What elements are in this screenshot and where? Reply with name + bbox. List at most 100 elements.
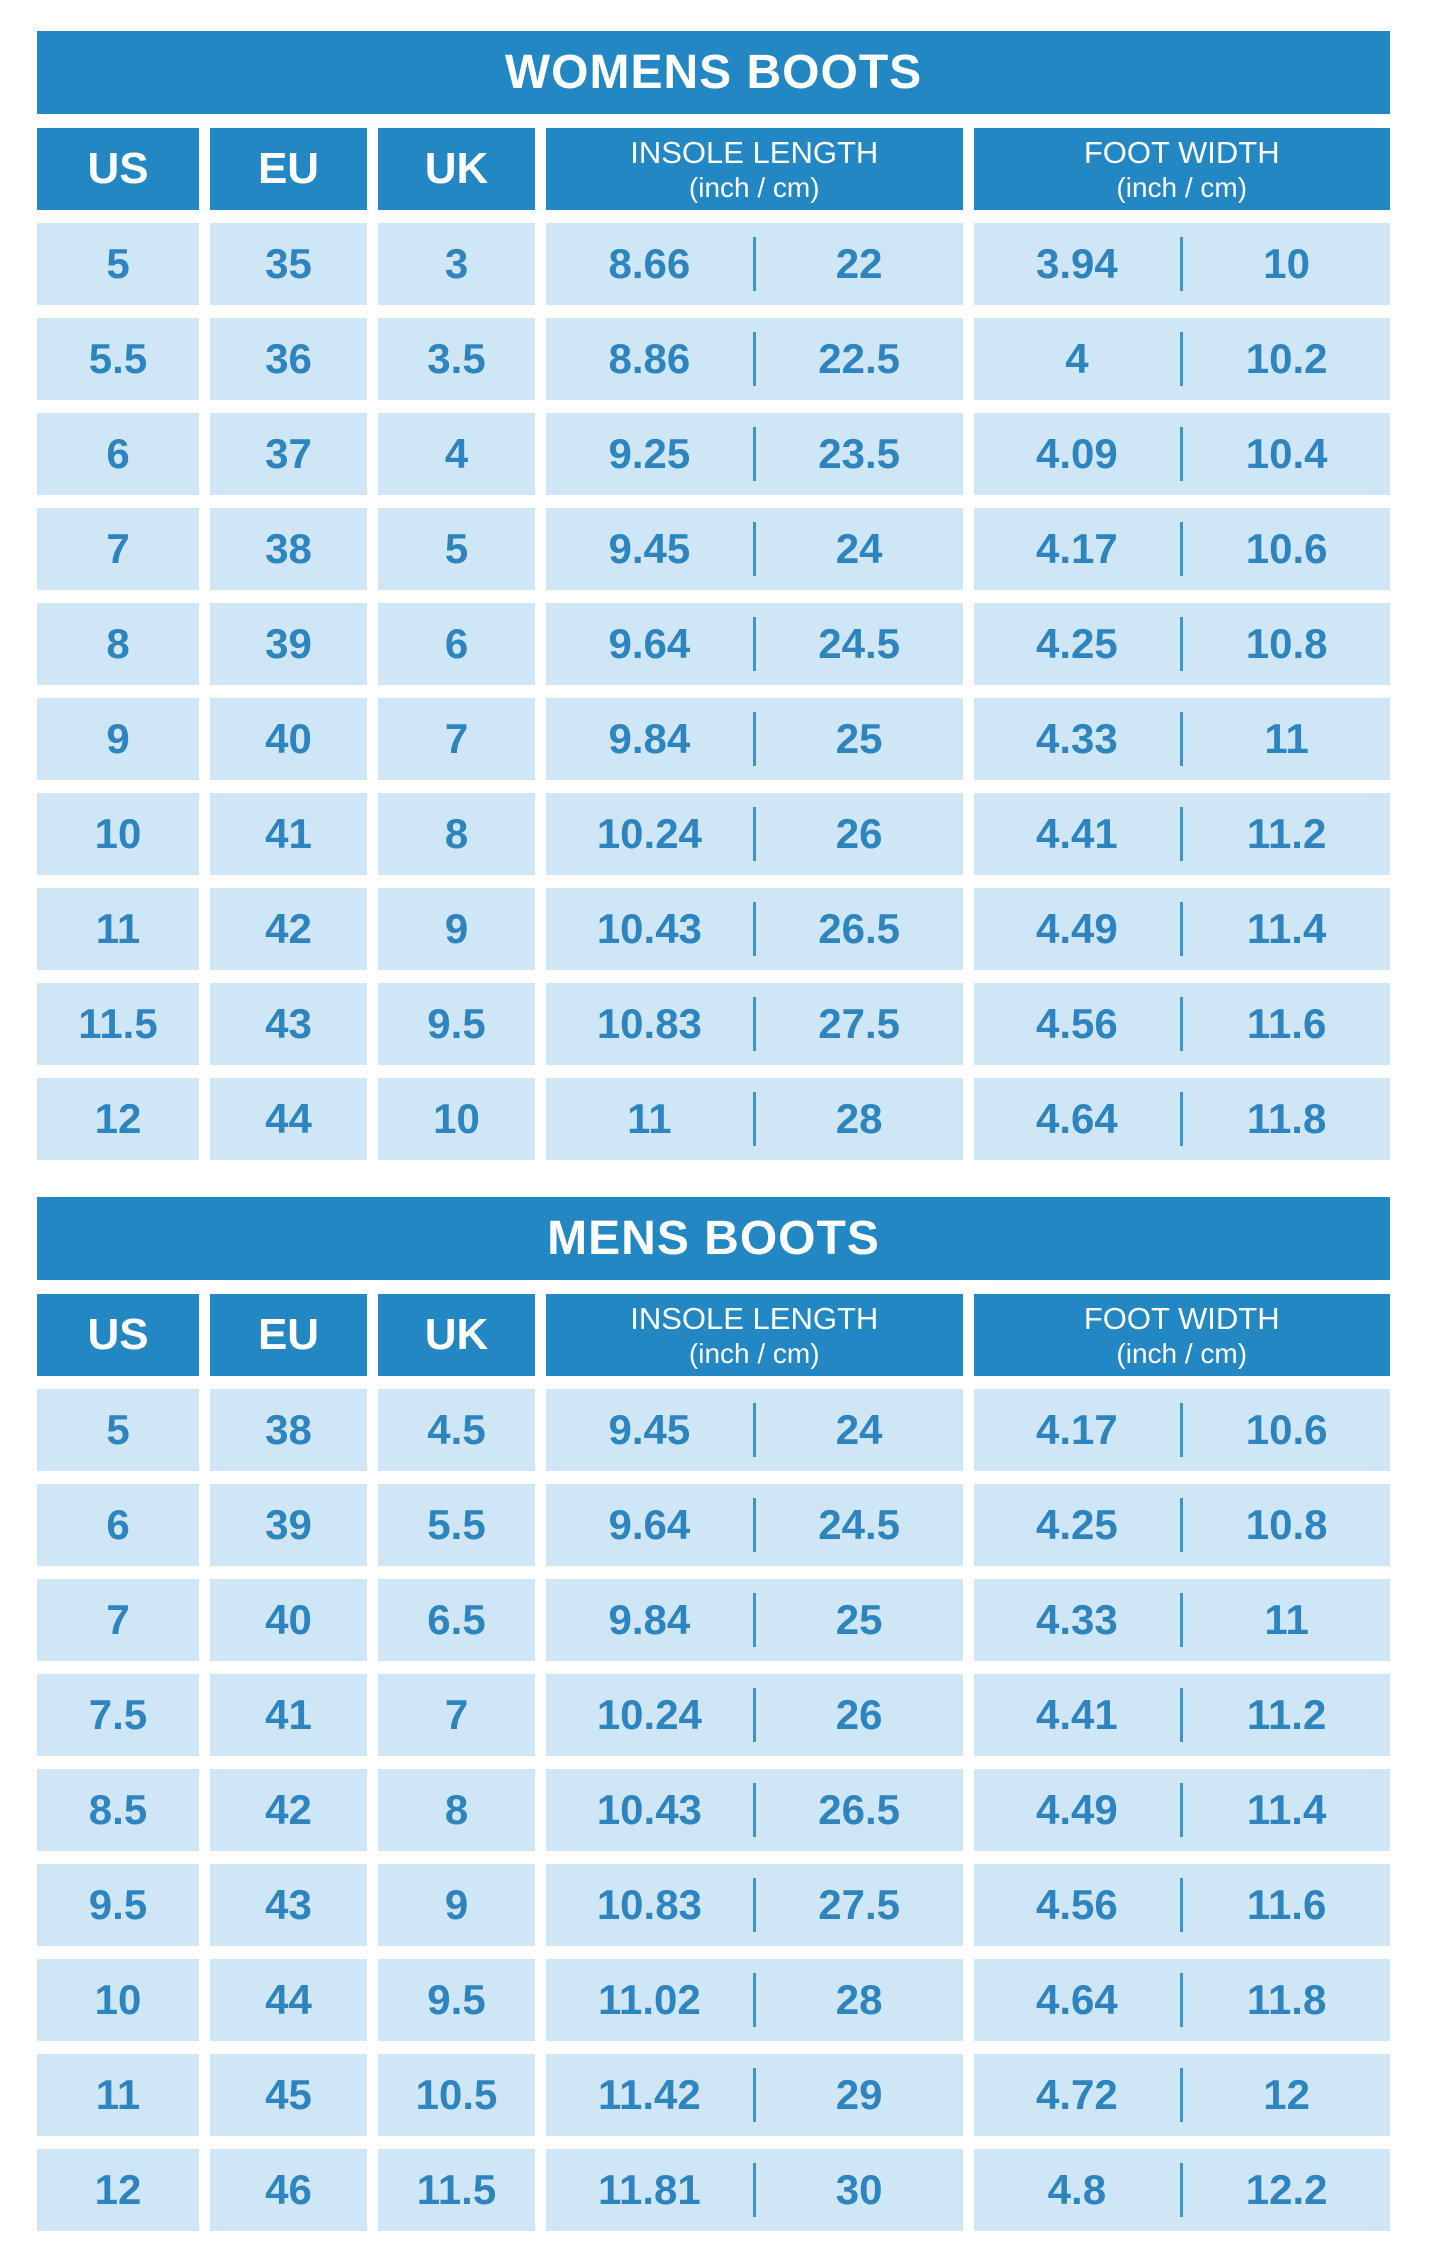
insole-inch-value: 9.45 <box>608 525 691 572</box>
foot-cm-value: 11.2 <box>1246 1691 1327 1738</box>
foot-width-cell: 4.25 10.8 <box>973 603 1390 685</box>
insole-length-cell: 8.66 22 <box>546 223 963 305</box>
insole-inch-value: 9.45 <box>608 1406 691 1453</box>
foot-inch-value: 4.33 <box>1036 715 1118 762</box>
column-header-foot-width: FOOT WIDTH (inch / cm) <box>973 128 1390 210</box>
insole-length-cell: 11.42 29 <box>546 2054 963 2136</box>
cell-divider <box>1180 1688 1184 1742</box>
cell-divider <box>752 2163 756 2217</box>
eu-size-cell: 44 <box>210 1078 367 1160</box>
foot-width-cell: 4.8 12.2 <box>973 2149 1390 2231</box>
insole-cm-value: 24 <box>835 1406 883 1453</box>
cell-divider <box>752 997 756 1051</box>
us-size-cell: 9 <box>37 698 199 780</box>
cell-divider <box>752 427 756 481</box>
insole-cm-value: 23.5 <box>818 430 900 477</box>
insole-cm-value: 29 <box>835 2071 883 2118</box>
insole-inch-value: 11.02 <box>597 1976 701 2023</box>
us-size-cell: 10 <box>37 1959 199 2041</box>
insole-length-cell: 11 28 <box>546 1078 963 1160</box>
insole-inch-value: 10.24 <box>596 1691 702 1738</box>
us-size-cell: 12 <box>37 2149 199 2231</box>
insole-cm-value: 26.5 <box>818 905 900 952</box>
foot-cm-value: 11 <box>1264 715 1309 762</box>
us-size-cell: 7 <box>37 508 199 590</box>
column-header-eu: EU <box>210 128 367 210</box>
us-size-cell: 6 <box>37 1484 199 1566</box>
foot-width-cell: 4 10.2 <box>973 318 1390 400</box>
cell-divider <box>1180 2163 1184 2217</box>
cell-divider <box>752 1498 756 1552</box>
uk-size-cell: 11.5 <box>378 2149 535 2231</box>
cell-divider <box>752 617 756 671</box>
foot-cm-value: 10.2 <box>1245 335 1328 382</box>
column-header-eu: EU <box>210 1294 367 1376</box>
us-size-cell: 8.5 <box>37 1769 199 1851</box>
insole-inch-value: 10.83 <box>596 1881 702 1928</box>
cell-divider <box>752 807 756 861</box>
foot-inch-value: 4 <box>1065 335 1089 382</box>
insole-length-cell: 10.83 27.5 <box>546 983 963 1065</box>
us-size-cell: 5 <box>37 1389 199 1471</box>
insole-cm-value: 30 <box>835 2166 883 2213</box>
eu-size-cell: 39 <box>210 1484 367 1566</box>
uk-size-cell: 7 <box>378 698 535 780</box>
size-grid: US EU UK INSOLE LENGTH (inch / cm) FOOT … <box>37 1294 1390 2231</box>
cell-divider <box>1180 1092 1184 1146</box>
cell-divider <box>1180 522 1184 576</box>
uk-size-cell: 7 <box>378 1674 535 1756</box>
uk-size-cell: 10 <box>378 1078 535 1160</box>
foot-cm-value: 12 <box>1263 2071 1310 2118</box>
foot-inch-value: 4.41 <box>1036 810 1118 857</box>
insole-cm-value: 25 <box>835 1596 883 1643</box>
foot-cm-value: 11.8 <box>1246 1976 1327 2023</box>
eu-size-cell: 45 <box>210 2054 367 2136</box>
cell-divider <box>1180 1498 1184 1552</box>
column-header-us: US <box>37 128 199 210</box>
insole-cm-value: 27.5 <box>818 1881 900 1928</box>
insole-inch-value: 9.84 <box>608 1596 691 1643</box>
insole-length-cell: 9.64 24.5 <box>546 1484 963 1566</box>
foot-inch-value: 4.64 <box>1036 1095 1118 1142</box>
us-size-cell: 11 <box>37 2054 199 2136</box>
insole-inch-value: 10.43 <box>596 1786 702 1833</box>
uk-size-cell: 9.5 <box>378 1959 535 2041</box>
insole-cm-value: 26 <box>835 1691 883 1738</box>
uk-size-cell: 10.5 <box>378 2054 535 2136</box>
foot-cm-value: 11.6 <box>1246 1881 1327 1928</box>
insole-cm-value: 28 <box>835 1095 883 1142</box>
cell-divider <box>1180 617 1184 671</box>
insole-inch-value: 8.86 <box>608 335 691 382</box>
uk-size-cell: 6.5 <box>378 1579 535 1661</box>
insole-length-cell: 9.25 23.5 <box>546 413 963 495</box>
foot-width-cell: 4.33 11 <box>973 1579 1390 1661</box>
foot-cm-value: 10.6 <box>1245 525 1328 572</box>
uk-size-cell: 5 <box>378 508 535 590</box>
cell-divider <box>1180 807 1184 861</box>
foot-width-cell: 4.17 10.6 <box>973 1389 1390 1471</box>
foot-cm-value: 10.8 <box>1245 1501 1328 1548</box>
insole-inch-value: 8.66 <box>608 240 691 287</box>
cell-divider <box>1180 902 1184 956</box>
foot-inch-value: 4.17 <box>1036 525 1118 572</box>
us-size-cell: 10 <box>37 793 199 875</box>
insole-cm-value: 25 <box>835 715 883 762</box>
us-size-cell: 9.5 <box>37 1864 199 1946</box>
cell-divider <box>752 1092 756 1146</box>
foot-width-cell: 4.49 11.4 <box>973 1769 1390 1851</box>
eu-size-cell: 35 <box>210 223 367 305</box>
foot-inch-value: 4.72 <box>1036 2071 1118 2118</box>
eu-size-cell: 40 <box>210 698 367 780</box>
insole-inch-value: 11.81 <box>597 2166 701 2213</box>
uk-size-cell: 3 <box>378 223 535 305</box>
cell-divider <box>752 1593 756 1647</box>
cell-divider <box>752 237 756 291</box>
foot-width-cell: 4.56 11.6 <box>973 983 1390 1065</box>
cell-divider <box>1180 997 1184 1051</box>
foot-cm-value: 11.2 <box>1246 810 1327 857</box>
eu-size-cell: 37 <box>210 413 367 495</box>
eu-size-cell: 36 <box>210 318 367 400</box>
foot-inch-value: 4.49 <box>1036 1786 1118 1833</box>
insole-cm-value: 28 <box>835 1976 883 2023</box>
eu-size-cell: 43 <box>210 1864 367 1946</box>
